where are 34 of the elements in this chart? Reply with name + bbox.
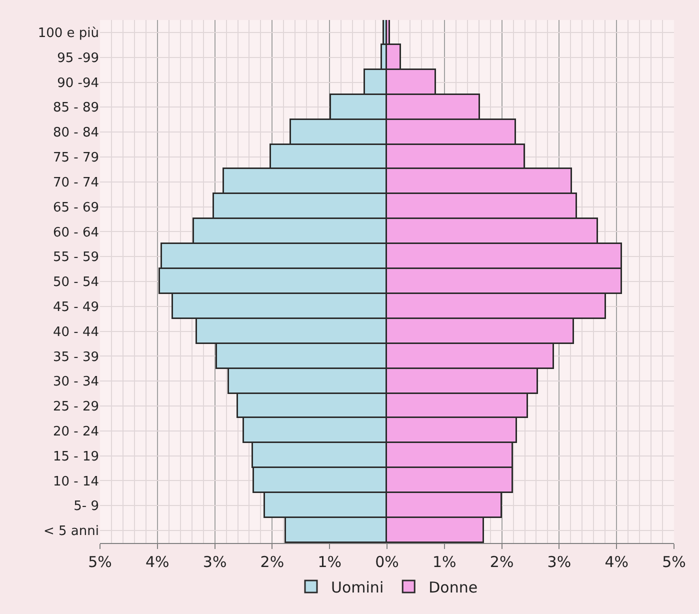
x-tick-label: 3% — [547, 553, 572, 571]
y-tick-label: 50 - 54 — [52, 275, 99, 290]
y-tick-label: 70 - 74 — [52, 175, 99, 190]
y-tick-label: 10 - 14 — [52, 474, 99, 490]
y-tick-label: < 5 anni — [44, 524, 99, 540]
x-tick-label: 1% — [432, 553, 456, 571]
x-tick-label: 3% — [202, 553, 227, 571]
y-tick-label: 60 - 64 — [52, 225, 99, 240]
y-tick-label: 25 - 29 — [52, 400, 99, 415]
y-tick-label: 35 - 39 — [52, 350, 99, 365]
y-tick-label: 15 - 19 — [52, 449, 99, 464]
y-tick-label: 45 - 49 — [52, 300, 99, 315]
y-tick-label: 40 - 44 — [52, 324, 99, 340]
y-tick-label: 20 - 24 — [52, 424, 99, 440]
y-tick-label: 65 - 69 — [52, 200, 99, 216]
y-tick-label: 5- 9 — [74, 499, 99, 514]
x-tick-label: 1% — [318, 553, 342, 571]
x-tick-label: 5% — [662, 553, 686, 571]
x-tick-label: 2% — [490, 553, 514, 571]
y-tick-label: 30 - 34 — [52, 374, 99, 390]
y-tick-label: 95 -99 — [57, 50, 99, 66]
y-tick-label: 55 - 59 — [52, 250, 99, 266]
y-tick-label: 90 -94 — [57, 76, 99, 91]
y-tick-label: 80 - 84 — [52, 126, 99, 141]
legend-label: Uomini — [331, 578, 384, 596]
x-tick-label: 4% — [146, 553, 170, 571]
y-tick-label: 75 - 79 — [52, 150, 99, 166]
y-tick-label: 100 e più — [38, 26, 99, 41]
x-tick-label: 2% — [260, 553, 284, 571]
x-tick-label: 5% — [88, 553, 112, 571]
x-tick-label: 4% — [604, 553, 628, 571]
legend-label: Donne — [428, 578, 478, 596]
x-tick-label: 0% — [375, 553, 399, 571]
y-tick-label: 85 - 89 — [52, 100, 99, 116]
